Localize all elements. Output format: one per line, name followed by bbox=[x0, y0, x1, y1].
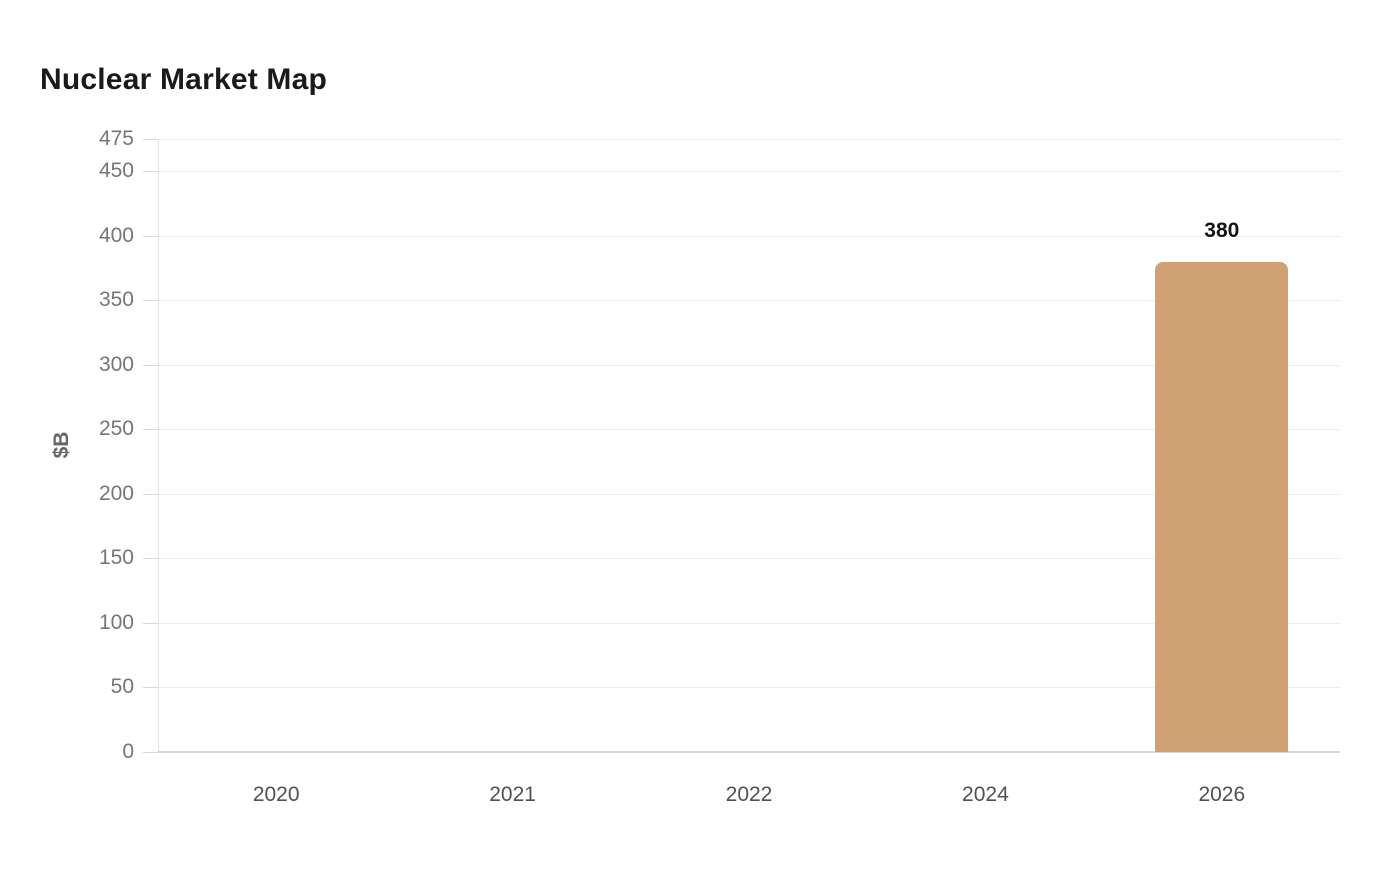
x-tick-label: 2024 bbox=[962, 783, 1009, 806]
x-tick-label: 2026 bbox=[1198, 783, 1246, 806]
gridline bbox=[158, 623, 1340, 624]
gridline bbox=[158, 687, 1340, 688]
y-tick-label: 475 bbox=[98, 127, 134, 150]
gridline bbox=[158, 494, 1340, 495]
y-tick-label: 450 bbox=[98, 159, 134, 182]
bar-2026[interactable] bbox=[1155, 261, 1289, 752]
x-tick-label: 2022 bbox=[725, 783, 773, 806]
gridline bbox=[158, 171, 1340, 172]
x-axis-line bbox=[158, 751, 1340, 753]
y-axis-tick bbox=[143, 300, 158, 301]
y-axis-tick bbox=[143, 139, 158, 140]
gridline bbox=[158, 558, 1340, 559]
bar-value-label: 380 bbox=[1204, 218, 1240, 242]
gridline bbox=[158, 429, 1340, 430]
y-tick-label: 350 bbox=[98, 288, 134, 311]
gridline bbox=[158, 236, 1340, 237]
y-axis-line bbox=[158, 139, 159, 752]
y-tick-label: 0 bbox=[122, 740, 134, 763]
y-axis-tick bbox=[143, 687, 158, 688]
y-axis-tick bbox=[143, 623, 158, 624]
y-axis-tick bbox=[143, 429, 158, 430]
chart-title: Nuclear Market Map bbox=[40, 63, 328, 96]
y-tick-label: 50 bbox=[110, 675, 134, 698]
y-tick-label: 200 bbox=[98, 482, 134, 505]
gridline bbox=[158, 365, 1340, 366]
y-axis-tick bbox=[143, 236, 158, 237]
y-axis-tick bbox=[143, 171, 158, 172]
y-tick-label: 100 bbox=[98, 611, 134, 634]
y-tick-label: 150 bbox=[98, 546, 134, 569]
y-tick-label: 400 bbox=[98, 224, 134, 247]
gridline bbox=[158, 300, 1340, 301]
gridline bbox=[158, 139, 1340, 140]
y-tick-label: 250 bbox=[98, 417, 134, 440]
y-axis-tick bbox=[143, 558, 158, 559]
y-axis-tick bbox=[143, 494, 158, 495]
y-axis-tick bbox=[143, 752, 158, 753]
x-tick-label: 2020 bbox=[252, 783, 300, 806]
y-axis-tick bbox=[143, 365, 158, 366]
x-tick-label: 2021 bbox=[489, 783, 536, 806]
y-tick-label: 300 bbox=[98, 353, 134, 376]
